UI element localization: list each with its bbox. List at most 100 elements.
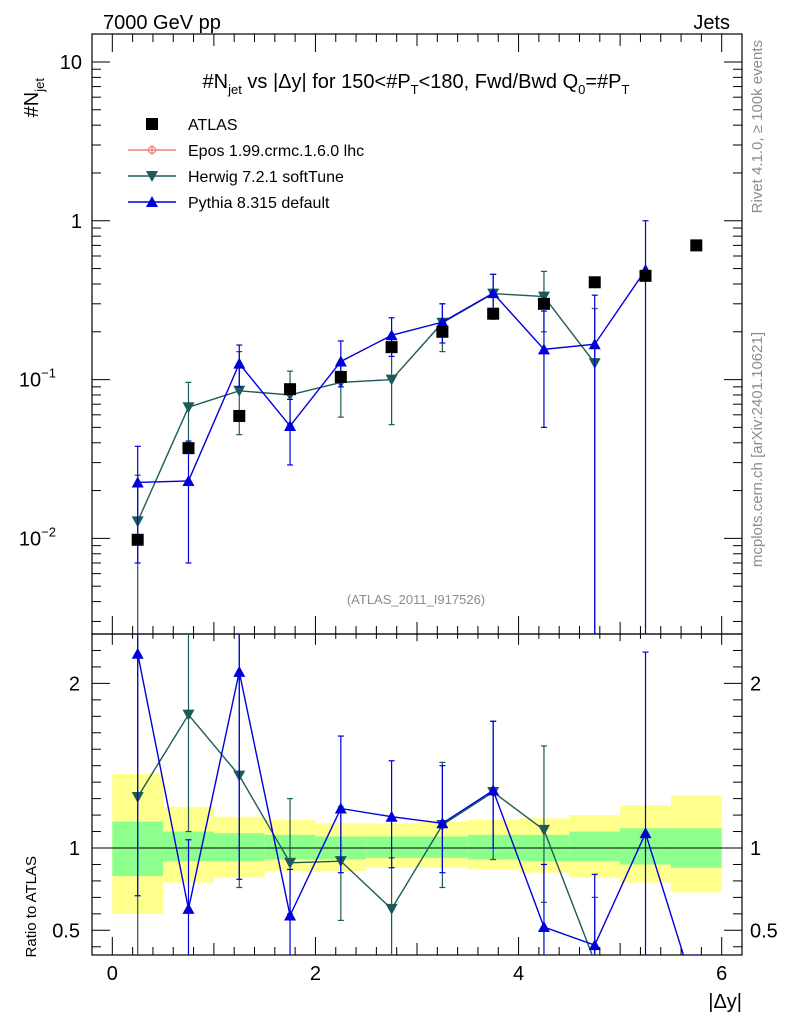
main-y-tick-label-base: 10 xyxy=(60,52,82,74)
title-eq: =#P xyxy=(585,71,621,93)
main-point-herwig xyxy=(537,291,550,303)
legend-marker-herwig xyxy=(146,171,158,182)
x-tick-label: 0 xyxy=(107,963,118,985)
ratio-y-tick-label-right: 1 xyxy=(750,838,761,860)
main-point-pythia xyxy=(182,474,195,486)
main-point-pythia xyxy=(588,338,601,350)
main-point-pythia xyxy=(131,476,144,488)
ratio-point-pythia xyxy=(537,921,550,933)
x-tick-label: 4 xyxy=(513,963,524,985)
rivet-label: Rivet 4.1.0, ≥ 100k events xyxy=(749,40,766,213)
main-y-tick-label-base: 10 xyxy=(19,528,41,550)
legend-item-pythia: Pythia 8.315 default xyxy=(128,195,330,212)
ratio-point-pythia xyxy=(284,909,297,921)
title-post: <180, Fwd/Bwd Q xyxy=(419,71,579,93)
main-point-pythia xyxy=(284,420,297,432)
main-point-pythia xyxy=(233,357,246,369)
ratio-point-pythia xyxy=(334,802,347,814)
main-y-axis-label-main: #N xyxy=(21,92,43,118)
main-y-tick-label-exp: −1 xyxy=(41,366,56,381)
energy-label: 7000 GeV pp xyxy=(103,12,221,34)
ratio-y-tick-label-right: 0.5 xyxy=(750,920,778,942)
main-point-atlas xyxy=(690,239,703,252)
legend-item-epos: Epos 1.99.crmc.1.6.0 lhc xyxy=(128,143,364,160)
main-point-atlas xyxy=(233,409,246,422)
ratio-point-pythia xyxy=(690,990,702,1001)
legend-label-epos: Epos 1.99.crmc.1.6.0 lhc xyxy=(188,143,364,160)
ratio-point-pythia xyxy=(131,647,144,659)
title-sub2: T xyxy=(411,82,419,97)
watermark: (ATLAS_2011_I917526) xyxy=(347,592,485,607)
x-tick-label: 6 xyxy=(716,963,727,985)
main-series-atlas xyxy=(131,239,703,546)
ratio-point-pythia xyxy=(385,810,398,822)
ratio-y-axis-label: Ratio to ATLAS xyxy=(23,856,40,957)
main-point-pythia xyxy=(334,355,347,367)
main-y-tick-label: 10−2 xyxy=(19,524,56,550)
main-point-pythia xyxy=(487,287,500,299)
main-point-herwig xyxy=(233,385,246,397)
main-point-pythia xyxy=(436,316,449,328)
ratio-point-pythia xyxy=(436,817,449,829)
title-pre: #N xyxy=(203,71,229,93)
main-point-atlas xyxy=(639,269,652,282)
main-point-pythia xyxy=(385,329,398,341)
main-y-tick-label: 10−1 xyxy=(19,366,56,392)
ratio-point-herwig xyxy=(537,824,550,836)
ratio-series-herwig xyxy=(131,634,601,968)
legend-marker-atlas xyxy=(146,118,158,130)
ratio-point-pythia xyxy=(233,665,246,677)
main-point-atlas xyxy=(131,533,144,546)
main-point-pythia xyxy=(537,343,550,355)
legend-label-pythia: Pythia 8.315 default xyxy=(188,195,330,212)
ratio-point-pythia xyxy=(487,784,500,796)
title-sub3: 0 xyxy=(578,82,585,97)
ratio-point-herwig xyxy=(385,903,398,915)
main-point-herwig xyxy=(182,402,195,414)
main-point-atlas xyxy=(284,383,297,396)
ratio-point-pythia xyxy=(639,827,652,839)
main-series-herwig xyxy=(131,270,601,634)
main-y-axis-label-sub: jet xyxy=(32,78,47,93)
main-point-atlas xyxy=(537,297,550,310)
main-y-axis-label: #Njet xyxy=(21,78,47,118)
ratio-y-tick-label-left: 1 xyxy=(69,838,80,860)
ratio-y-tick-label-left: 0.5 xyxy=(52,920,80,942)
legend: ATLAS Epos 1.99.crmc.1.6.0 lhc Herwig 7.2.… xyxy=(128,117,364,212)
source-label: mcplots.cern.ch [arXiv:2401.10621] xyxy=(749,332,766,567)
title-mid: vs |Δy| for 150<#P xyxy=(242,71,411,93)
x-tick-label: 2 xyxy=(310,963,321,985)
main-point-atlas xyxy=(334,370,347,383)
main-y-tick-label: 1 xyxy=(71,211,82,233)
main-point-atlas xyxy=(588,276,601,289)
ratio-bands xyxy=(112,773,722,914)
category-label: Jets xyxy=(693,12,730,34)
main-y-tick-label-exp: −2 xyxy=(41,524,56,539)
main-point-atlas xyxy=(436,325,449,338)
main-y-tick-label-base: 1 xyxy=(71,211,82,233)
ratio-line-herwig xyxy=(137,713,593,955)
ratio-plot-panel: 0.5 0.5 1 1 2 2 0 2 4 6 xyxy=(52,633,778,1001)
ratio-point-herwig xyxy=(284,857,297,869)
ratio-point-pythia xyxy=(182,902,195,914)
ratio-y-tick-label-right: 2 xyxy=(750,673,761,695)
title-sub1: jet xyxy=(227,82,242,97)
main-point-atlas xyxy=(182,442,195,455)
main-y-tick-label-base: 10 xyxy=(19,370,41,392)
main-y-tick-label: 10 xyxy=(60,52,82,74)
ratio-point-herwig xyxy=(182,709,195,721)
legend-label-atlas: ATLAS xyxy=(188,117,238,134)
ratio-point-herwig xyxy=(589,957,601,968)
ratio-series-pythia xyxy=(131,634,702,1001)
main-line-herwig xyxy=(137,292,596,522)
legend-item-herwig: Herwig 7.2.1 softTune xyxy=(128,169,344,186)
main-title: #Njet vs |Δy| for 150<#PT<180, Fwd/Bwd Q… xyxy=(203,71,630,97)
ratio-band-inner xyxy=(569,831,621,862)
main-point-atlas xyxy=(487,307,500,320)
x-axis-label: |Δy| xyxy=(708,991,742,1013)
main-point-atlas xyxy=(385,341,398,354)
main-series-pythia xyxy=(131,220,652,634)
legend-label-herwig: Herwig 7.2.1 softTune xyxy=(188,169,344,186)
